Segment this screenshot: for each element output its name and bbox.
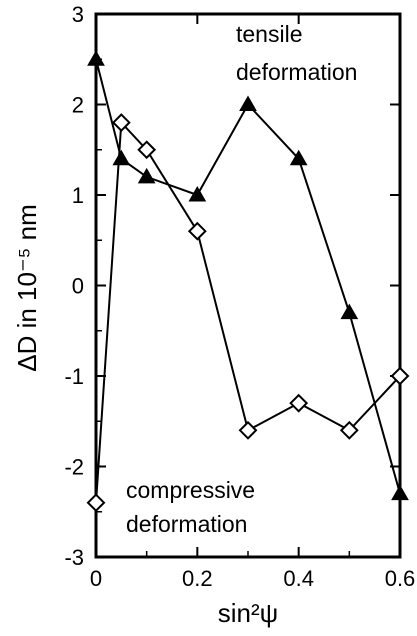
x-tick-label: 0	[90, 566, 102, 591]
y-tick-label: 2	[72, 93, 84, 118]
data-point-diamond	[86, 493, 106, 513]
x-tick-label: 0.4	[283, 566, 314, 591]
data-point-diamond	[238, 420, 258, 440]
data-point-triangle	[188, 185, 207, 202]
data-point-triangle	[340, 303, 359, 320]
data-point-diamond	[339, 420, 359, 440]
y-axis-title: ΔD in 10⁻⁵ nm	[12, 204, 42, 372]
series-points	[86, 50, 410, 513]
annotation-tensile-line1: tensile	[236, 21, 302, 47]
data-point-diamond	[187, 221, 207, 241]
y-tick-label: -2	[64, 455, 84, 480]
x-tick-label: 0.2	[182, 566, 213, 591]
y-tick-label: 3	[72, 2, 84, 27]
x-tick-label: 0.6	[385, 566, 416, 591]
plot-frame	[94, 12, 402, 559]
data-point-triangle	[112, 149, 131, 166]
annotation-compressive-line1: compressive	[126, 477, 255, 503]
x-axis-title: sin²ψ	[218, 598, 278, 628]
y-tick-label: -3	[64, 545, 84, 570]
data-point-triangle	[391, 484, 409, 501]
y-tick-label: 0	[72, 274, 84, 299]
data-point-diamond	[111, 113, 131, 133]
data-point-diamond	[390, 366, 410, 386]
y-tick-label: -1	[64, 364, 84, 389]
data-point-triangle	[239, 95, 257, 111]
data-point-diamond	[289, 393, 309, 413]
data-point-triangle	[137, 167, 156, 184]
annotation-compressive-line2: deformation	[126, 511, 247, 537]
y-tick-label: 1	[72, 183, 84, 208]
data-point-triangle	[289, 149, 308, 166]
axis-ticks	[95, 13, 401, 558]
annotation-tensile-line2: deformation	[236, 59, 357, 85]
data-point-diamond	[137, 140, 157, 160]
data-point-triangle	[87, 50, 105, 66]
